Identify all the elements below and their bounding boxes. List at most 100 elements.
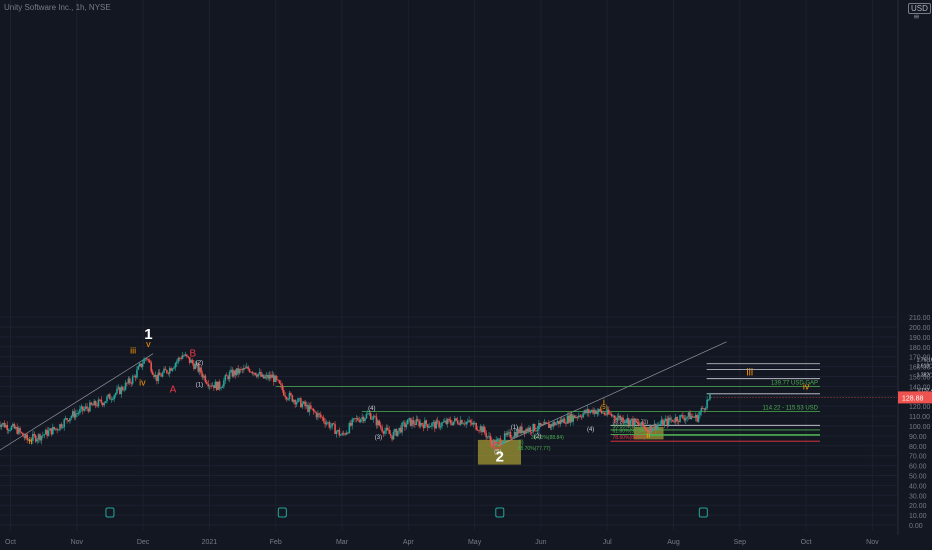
candle-body <box>684 418 687 421</box>
level-label: 1.76(162.89) <box>917 358 932 364</box>
candle-body <box>635 418 637 422</box>
candle-body <box>703 408 706 410</box>
candle-body <box>198 367 201 372</box>
candle-body <box>697 415 700 422</box>
candle-body <box>57 429 60 431</box>
candle-body <box>327 422 329 424</box>
candle-body <box>463 423 466 425</box>
candle-body <box>625 422 627 423</box>
candle-body <box>525 429 527 434</box>
candle-body <box>505 433 507 435</box>
candle-body <box>244 367 247 369</box>
candle-body <box>550 424 553 427</box>
candle-body <box>314 411 316 413</box>
candle-body <box>659 424 661 425</box>
candle-body <box>203 375 205 378</box>
candle-body <box>278 380 281 384</box>
candle-body <box>66 418 68 421</box>
wave-label: (1) <box>511 425 518 431</box>
candle-body <box>535 430 537 432</box>
candle-body <box>117 387 120 389</box>
candle-body <box>630 418 633 421</box>
candle-body <box>40 435 43 441</box>
candle-body <box>100 399 103 403</box>
candle-body <box>238 369 241 374</box>
candle-body <box>645 427 647 431</box>
candle-body <box>478 430 480 432</box>
candle-body <box>582 413 584 418</box>
candle-body <box>284 395 286 397</box>
candle-body <box>126 382 128 384</box>
candle-body <box>422 424 425 429</box>
candle-body <box>210 385 212 387</box>
candle-body <box>640 421 643 426</box>
candle-body <box>91 404 94 406</box>
candle-body <box>642 421 644 427</box>
candle-body <box>560 419 563 423</box>
candle-body <box>277 379 279 381</box>
candle-body <box>414 423 416 425</box>
candle-body <box>597 409 600 412</box>
currency-badge[interactable]: USD <box>908 3 931 14</box>
candle-body <box>201 373 204 378</box>
candle-body <box>385 427 388 431</box>
candle-body <box>62 427 64 428</box>
candle-body <box>30 440 33 442</box>
candle-body <box>245 366 248 369</box>
candle-body <box>428 426 430 428</box>
candle-body <box>181 355 184 359</box>
candle-body <box>486 436 489 438</box>
grid-layer <box>0 0 897 530</box>
candle-body <box>530 432 533 433</box>
candle-body <box>20 431 23 433</box>
wave-label: i <box>603 397 605 407</box>
candle-body <box>69 418 71 422</box>
candle-body <box>692 416 694 417</box>
candle-body <box>468 420 470 422</box>
candle-body <box>529 427 532 433</box>
candle-body <box>300 398 302 408</box>
candle-body <box>358 420 361 422</box>
candle-body <box>603 412 606 415</box>
menu-icon[interactable]: ≡ <box>913 12 920 21</box>
candle-body <box>308 405 311 412</box>
candle-body <box>164 368 167 371</box>
candle-body <box>696 414 698 422</box>
candle-body <box>673 421 676 423</box>
candle-body <box>431 423 433 427</box>
candle-body <box>53 426 56 430</box>
candle-body <box>388 430 391 434</box>
candle-body <box>211 385 214 387</box>
fib-note: 38.60%(88.84) <box>531 435 564 441</box>
candle-body <box>191 360 194 364</box>
candle-body <box>143 359 145 364</box>
candle-body <box>506 432 509 435</box>
candle-body <box>361 417 363 420</box>
candle-body <box>399 427 402 433</box>
candle-body <box>586 409 589 414</box>
candle-body <box>372 416 375 419</box>
candle-body <box>4 424 7 428</box>
candle-body <box>354 418 356 420</box>
level-label: 50.00%(96.03) <box>613 424 646 430</box>
candle-body <box>384 430 386 434</box>
candle-body <box>264 376 267 379</box>
y-tick-label: 80.00 <box>909 444 927 451</box>
candle-body <box>163 368 165 373</box>
candle-body <box>689 412 691 420</box>
candle-body <box>235 368 238 375</box>
candle-body <box>389 433 392 436</box>
candle-body <box>320 414 322 418</box>
x-tick-label: Nov <box>71 539 84 546</box>
candle-body <box>17 428 20 434</box>
candle-body <box>585 410 587 414</box>
candle-body <box>616 417 619 421</box>
candle-body <box>444 420 446 422</box>
candle-body <box>615 418 617 421</box>
candle-body <box>493 441 496 446</box>
candle-body <box>22 432 24 437</box>
candle-body <box>129 378 131 383</box>
candle-body <box>93 400 95 406</box>
candle-body <box>693 416 696 418</box>
candle-body <box>76 413 78 414</box>
